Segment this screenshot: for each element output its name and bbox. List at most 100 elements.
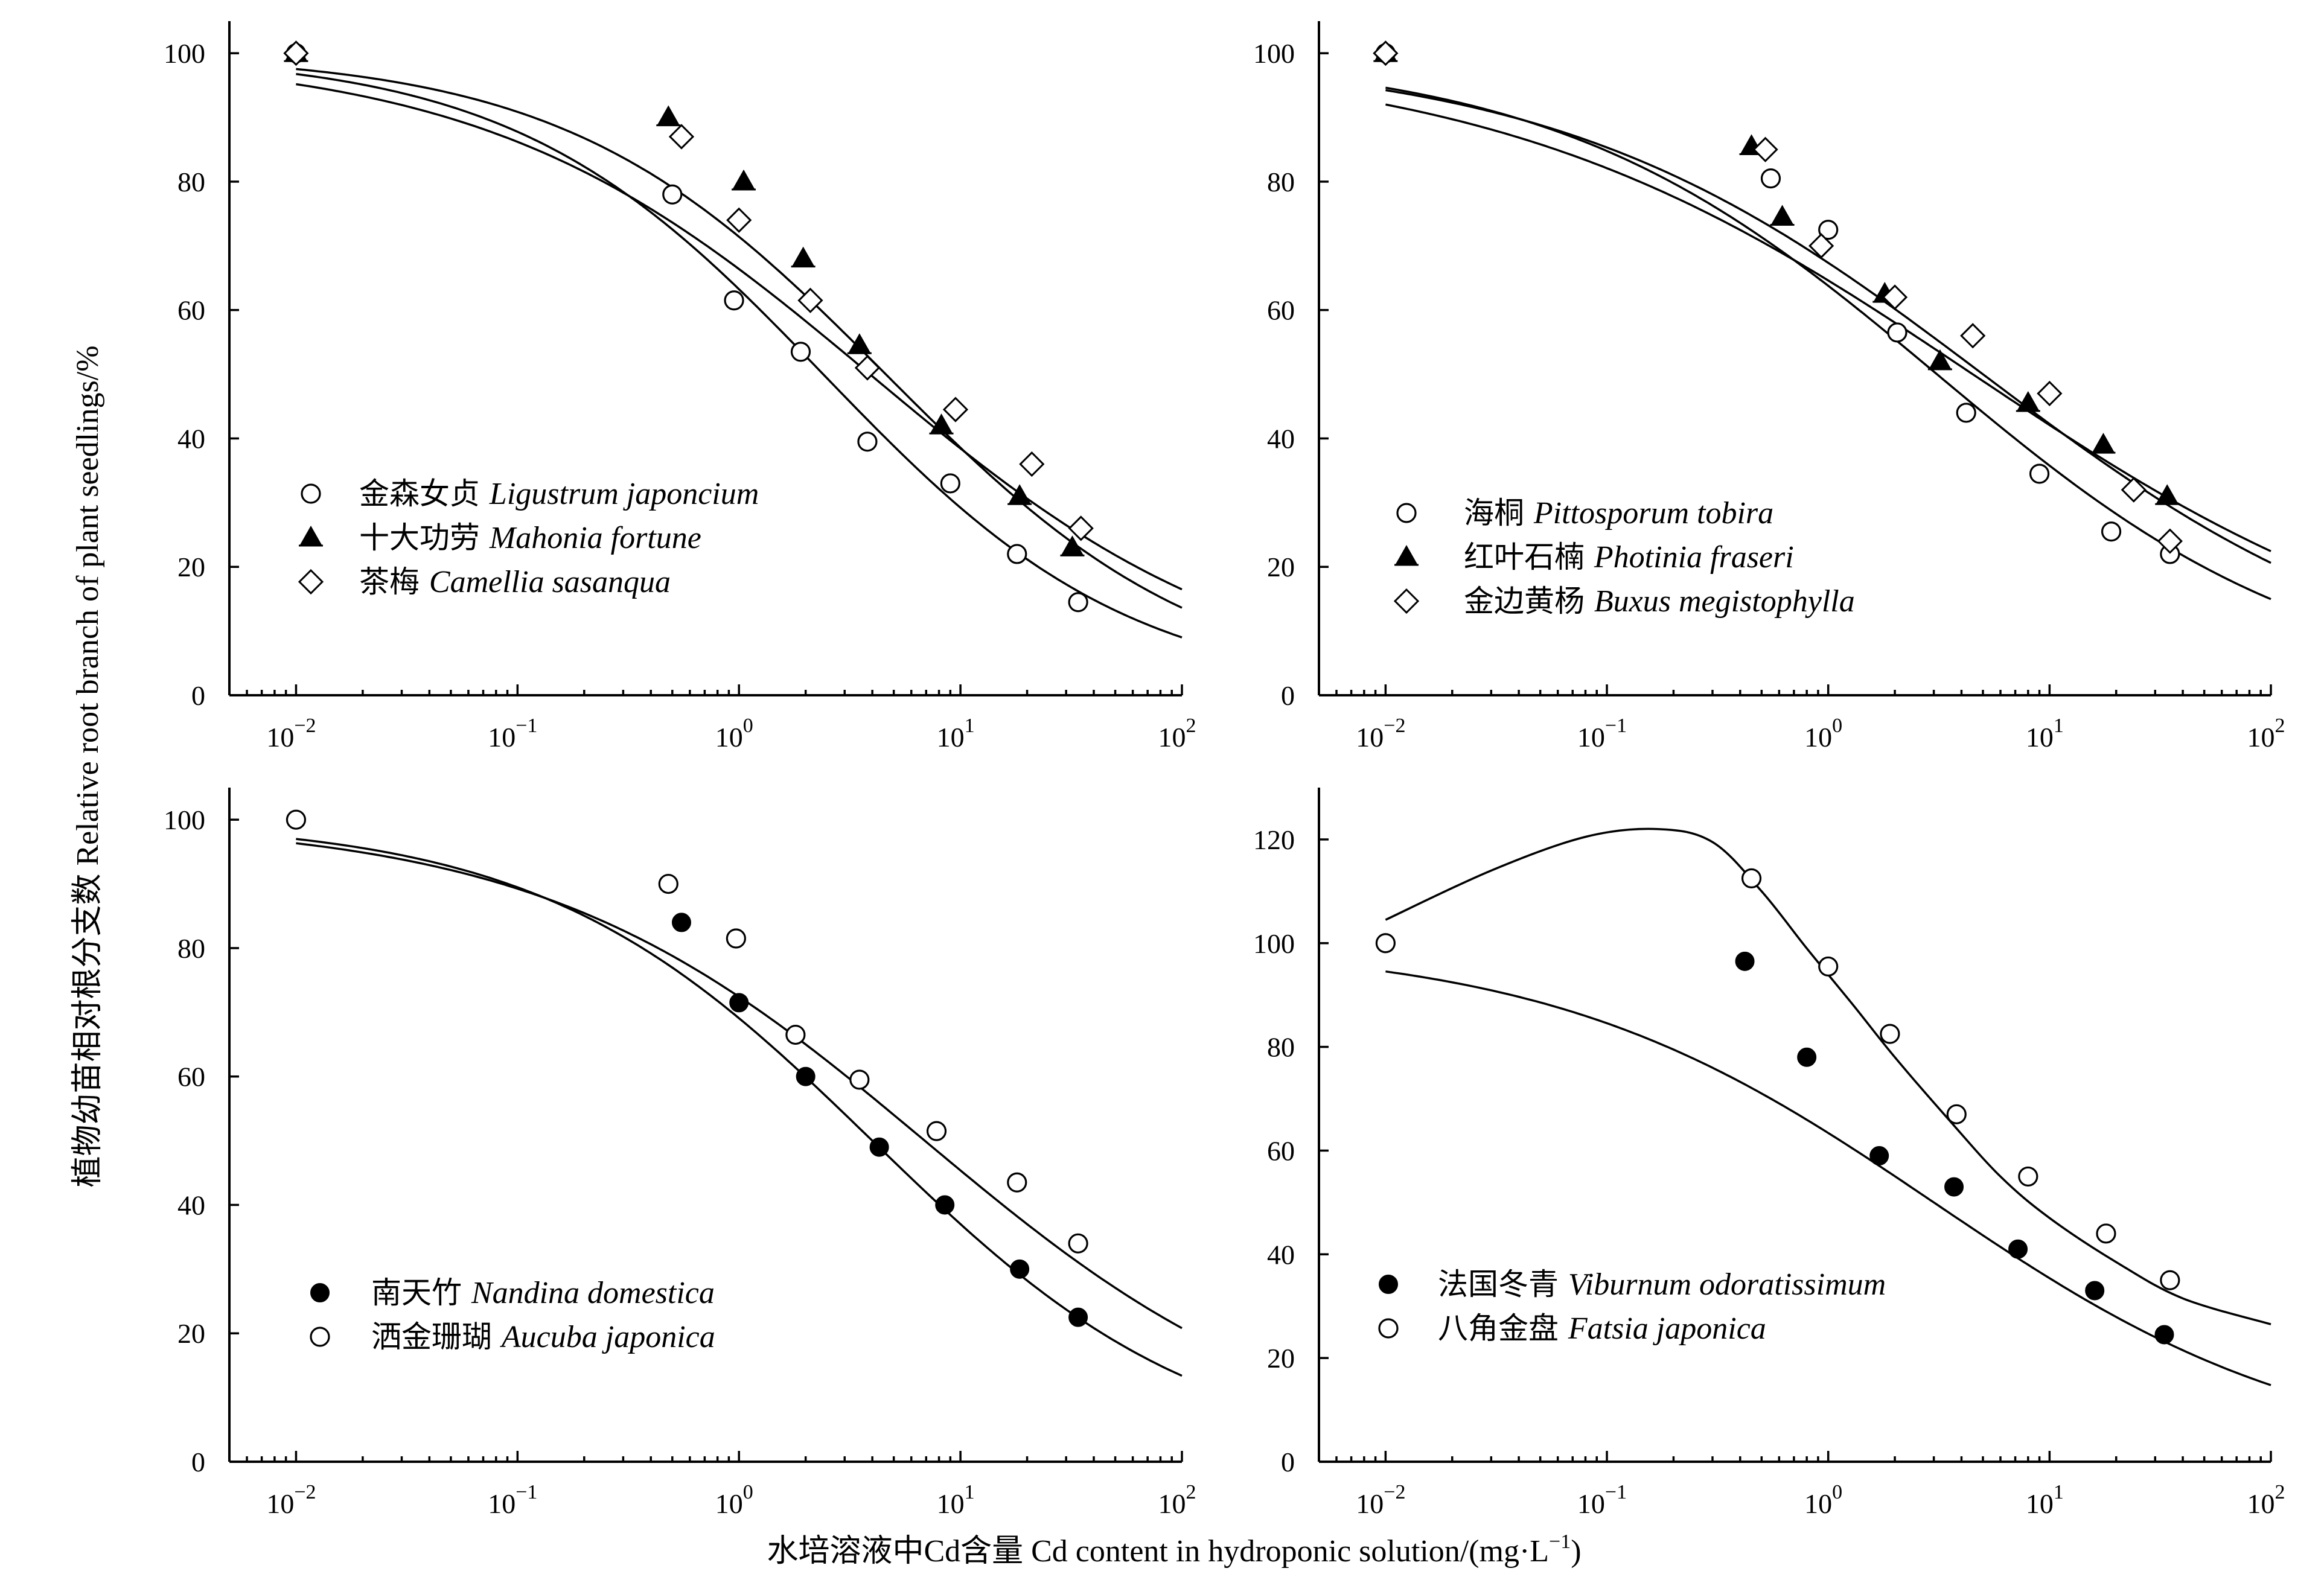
legend-marker xyxy=(299,525,322,546)
x-tick-label: 100 xyxy=(715,1481,753,1519)
legend-marker xyxy=(1395,544,1418,565)
data-point xyxy=(857,432,878,452)
legend-entry: 南天竹 Nandina domestica xyxy=(371,1275,715,1310)
legend-marker xyxy=(310,1327,330,1347)
data-point xyxy=(1808,233,1834,259)
data-point xyxy=(668,124,695,150)
data-point xyxy=(1929,349,1952,369)
fit-curve xyxy=(296,838,1183,1377)
x-tick-label: 10−1 xyxy=(488,1481,537,1519)
x-tick-label: 101 xyxy=(937,715,975,753)
y-tick-label: 80 xyxy=(1267,1032,1295,1063)
fit-curve xyxy=(296,72,1183,639)
data-point xyxy=(1068,1307,1088,1327)
data-point xyxy=(729,993,749,1013)
fit-curve xyxy=(1385,89,2271,564)
data-point xyxy=(658,873,678,894)
legend-entry: 金森女贞 Ligustrum japoncium xyxy=(359,476,759,511)
data-point xyxy=(1007,1172,1027,1193)
y-tick-label: 80 xyxy=(1267,167,1295,197)
data-point xyxy=(1019,451,1045,477)
y-tick-label: 80 xyxy=(177,933,205,964)
data-point xyxy=(926,1121,947,1141)
data-point xyxy=(2037,380,2063,407)
data-point xyxy=(286,809,307,830)
y-tick-label: 0 xyxy=(1281,680,1295,711)
x-tick-label: 102 xyxy=(1158,1481,1196,1519)
y-tick-label: 40 xyxy=(177,423,205,454)
legend-entry: 洒金珊瑚 Aucuba japonica xyxy=(371,1319,715,1354)
data-point xyxy=(1880,1024,1900,1044)
y-tick-label: 40 xyxy=(1267,423,1295,454)
fit-curve xyxy=(296,83,1183,591)
data-point xyxy=(1946,1104,1967,1124)
legend-entry: 海桐 Pittosporum tobira xyxy=(1464,495,1773,530)
data-point xyxy=(726,207,752,233)
fit-curve xyxy=(1385,827,2271,1325)
x-tick-label: 102 xyxy=(2247,1481,2285,1519)
fit-curve xyxy=(1385,970,2271,1386)
legend-entry: 红叶石楠 Photinia fraseri xyxy=(1464,540,1794,575)
x-axis-title-main: 水培溶液中Cd含量 Cd content in hydroponic solut… xyxy=(767,1534,1549,1569)
data-point xyxy=(662,184,683,205)
data-point xyxy=(2029,464,2050,484)
data-point xyxy=(724,290,744,311)
data-point xyxy=(1752,136,1778,162)
data-point xyxy=(849,1069,870,1090)
data-point xyxy=(2096,1223,2116,1244)
x-tick-label: 10−1 xyxy=(1577,1481,1627,1519)
legend-marker xyxy=(310,1283,330,1302)
y-tick-label: 60 xyxy=(177,295,205,326)
data-point xyxy=(2157,528,2183,554)
legend-marker xyxy=(1378,1318,1399,1339)
y-tick-label: 60 xyxy=(177,1062,205,1092)
x-tick-label: 102 xyxy=(2247,715,2285,753)
data-point xyxy=(732,169,755,190)
x-axis-title-unit-exponent: −1 xyxy=(1549,1531,1571,1553)
fit-curve xyxy=(296,842,1183,1330)
x-tick-label: 102 xyxy=(1158,715,1196,753)
y-tick-label: 100 xyxy=(164,804,205,835)
chart-panels: 0 20 40 60 80 100 10−2 10−1 100 101 102 金森女贞 Ligust… xyxy=(164,21,2285,1519)
y-tick-label: 100 xyxy=(1253,928,1295,959)
data-point xyxy=(1068,1233,1088,1254)
data-point xyxy=(854,355,881,381)
y-tick-label: 100 xyxy=(164,38,205,69)
data-point xyxy=(2092,433,2115,453)
data-point xyxy=(1956,403,1976,423)
legend-marker xyxy=(1393,588,1420,614)
panel-bottom-left: 0 20 40 60 80 100 10−2 10−1 100 101 102 南天竹 Nandina… xyxy=(164,788,1196,1519)
legend-entry: 八角金盘 Fatsia japonica xyxy=(1438,1311,1766,1346)
x-tick-label: 10−1 xyxy=(488,715,537,753)
y-tick-label: 20 xyxy=(177,552,205,582)
data-point xyxy=(1944,1177,1964,1197)
data-point xyxy=(2154,1325,2174,1345)
legend-marker xyxy=(1379,1275,1398,1294)
data-point xyxy=(1797,1047,1817,1067)
x-tick-label: 100 xyxy=(1804,715,1842,753)
legend-marker xyxy=(1396,503,1417,523)
data-point xyxy=(942,397,969,422)
data-point xyxy=(2121,477,2147,503)
x-tick-label: 101 xyxy=(937,1481,975,1519)
fit-curve xyxy=(296,68,1183,609)
y-tick-label: 100 xyxy=(1253,38,1295,69)
data-point xyxy=(657,105,680,126)
data-point xyxy=(785,1024,806,1045)
x-tick-label: 101 xyxy=(2026,1481,2064,1519)
x-tick-label: 101 xyxy=(2026,715,2064,753)
data-point xyxy=(2018,1166,2038,1187)
legend-marker xyxy=(301,483,321,504)
data-point xyxy=(2101,521,2122,542)
x-tick-label: 100 xyxy=(1804,1481,1842,1519)
data-point xyxy=(1869,1146,1889,1166)
y-tick-label: 0 xyxy=(191,680,205,711)
y-tick-label: 120 xyxy=(1253,824,1295,855)
legend-entry: 十大功劳 Mahonia fortune xyxy=(359,520,701,555)
y-tick-label: 40 xyxy=(177,1190,205,1220)
legend-entry: 茶梅 Camellia sasanqua xyxy=(359,564,671,599)
y-tick-label: 20 xyxy=(1267,552,1295,582)
data-point xyxy=(935,1195,955,1215)
data-point xyxy=(940,473,960,494)
